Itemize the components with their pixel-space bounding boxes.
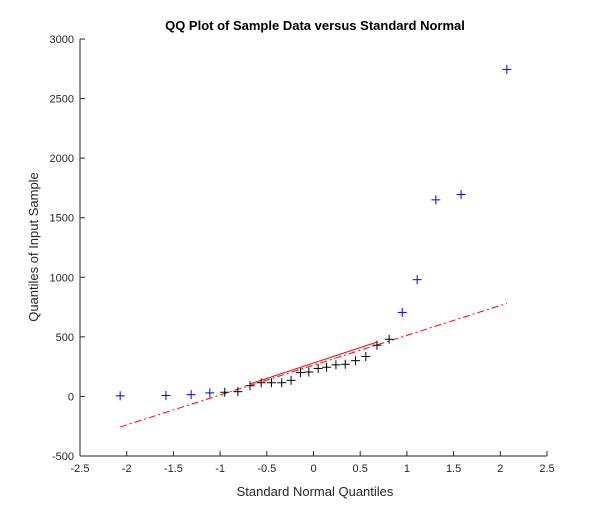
plot-area: -2.5 -2 -1.5 -1 -0.5 0 0.5 1 1.5 2 2.5 -500 0 500 1000… bbox=[50, 34, 555, 475]
data-point bbox=[412, 275, 422, 285]
y-tick-label: 1000 bbox=[50, 272, 74, 284]
x-tick-label: 2 bbox=[497, 463, 503, 475]
data-point bbox=[220, 387, 230, 397]
data-point bbox=[295, 368, 305, 378]
y-tick-label: 0 bbox=[68, 391, 74, 403]
x-tick-label: 2.5 bbox=[539, 463, 554, 475]
x-tick-label: -0.5 bbox=[257, 463, 276, 475]
x-tick-label: -1.5 bbox=[164, 463, 183, 475]
y-tick-label: 2500 bbox=[50, 94, 74, 106]
x-tick-label: -2 bbox=[122, 463, 132, 475]
data-point bbox=[456, 189, 466, 199]
data-point bbox=[331, 360, 341, 370]
data-point bbox=[266, 378, 276, 388]
data-point bbox=[233, 387, 243, 397]
data-point bbox=[186, 390, 196, 400]
x-tick-label: 1 bbox=[404, 463, 410, 475]
y-axis-label: Quantiles of Input Sample bbox=[26, 172, 41, 322]
data-point bbox=[304, 367, 314, 377]
data-point bbox=[502, 64, 512, 74]
data-point bbox=[397, 307, 407, 317]
x-tick-label: 1.5 bbox=[446, 463, 461, 475]
x-axis-label: Standard Normal Quantiles bbox=[237, 484, 394, 499]
data-point bbox=[245, 381, 255, 391]
data-point bbox=[115, 391, 125, 401]
y-tick-label: -500 bbox=[52, 451, 74, 463]
x-tick-label: 0.5 bbox=[353, 463, 368, 475]
y-tick-label: 3000 bbox=[50, 34, 74, 46]
x-tick-label: 0 bbox=[310, 463, 316, 475]
reference-line-solid bbox=[250, 341, 377, 385]
data-point bbox=[286, 375, 296, 385]
x-tick-label: -2.5 bbox=[71, 463, 90, 475]
data-point bbox=[313, 363, 323, 373]
data-point bbox=[384, 334, 394, 344]
data-point bbox=[340, 359, 350, 369]
data-point bbox=[361, 352, 371, 362]
data-point bbox=[431, 195, 441, 205]
data-point bbox=[277, 378, 287, 388]
data-point bbox=[161, 390, 171, 400]
data-point bbox=[372, 340, 382, 350]
y-tick-label: 1500 bbox=[50, 213, 74, 225]
x-tick-label: -1 bbox=[215, 463, 225, 475]
data-point bbox=[351, 356, 361, 366]
data-point bbox=[256, 378, 266, 388]
y-tick-label: 500 bbox=[56, 332, 74, 344]
data-point bbox=[205, 388, 215, 398]
y-tick-label: 2000 bbox=[50, 153, 74, 165]
data-point bbox=[322, 362, 332, 372]
chart-title: QQ Plot of Sample Data versus Standard N… bbox=[165, 18, 465, 33]
